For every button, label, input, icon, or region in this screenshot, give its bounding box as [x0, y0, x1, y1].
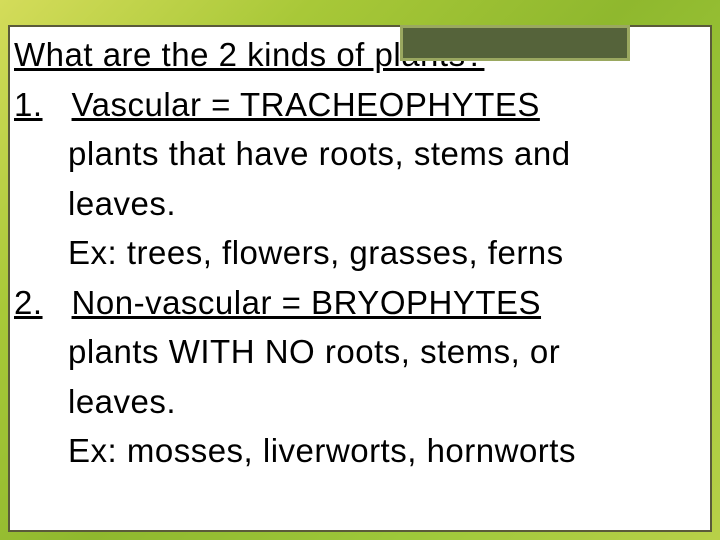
slide-content: What are the 2 kinds of plants? 1. Vascu…: [10, 27, 710, 476]
item-1-desc-line2: leaves.: [14, 179, 704, 229]
item-2-heading-line: 2. Non-vascular = BRYOPHYTES: [14, 278, 704, 328]
item-2-example: Ex: mosses, liverworts, hornworts: [14, 426, 704, 476]
item-1-num: 1.: [14, 86, 43, 123]
item-1-heading-line: 1. Vascular = TRACHEOPHYTES: [14, 80, 704, 130]
item-1-desc-line1: plants that have roots, stems and: [14, 129, 704, 179]
item-2-num: 2.: [14, 284, 43, 321]
item-2-desc-line1: plants WITH NO roots, stems, or: [14, 327, 704, 377]
item-1-example: Ex: trees, flowers, grasses, ferns: [14, 228, 704, 278]
item-2-heading: Non-vascular = BRYOPHYTES: [72, 284, 541, 321]
slide-frame: What are the 2 kinds of plants? 1. Vascu…: [8, 25, 712, 532]
item-2-desc-line2: leaves.: [14, 377, 704, 427]
accent-box: [400, 25, 630, 61]
item-1-heading: Vascular = TRACHEOPHYTES: [72, 86, 540, 123]
